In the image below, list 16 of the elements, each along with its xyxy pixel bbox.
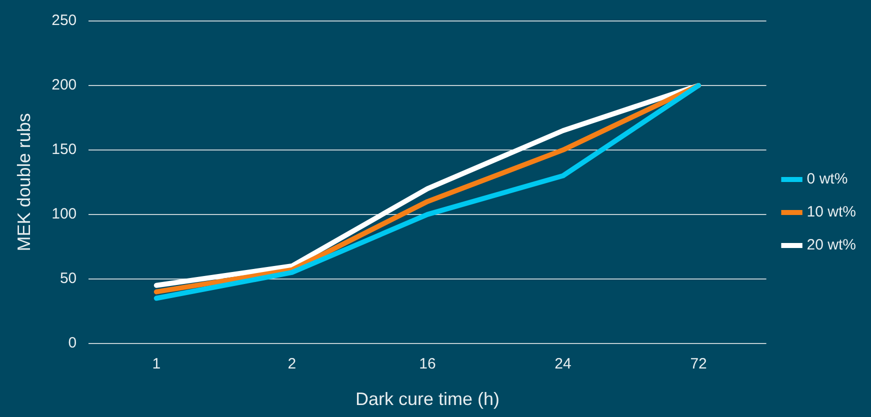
x-tick-label: 2 (288, 356, 296, 373)
x-tick-label: 24 (554, 356, 572, 373)
y-tick-label: 150 (52, 141, 77, 158)
x-tick-label: 16 (419, 356, 436, 373)
y-tick-label: 200 (52, 76, 77, 94)
y-tick-label: 0 (68, 334, 77, 352)
legend-label: 20 wt% (806, 236, 856, 254)
y-tick-label: 100 (52, 206, 77, 223)
legend-label: 0 wt% (806, 170, 848, 188)
y-tick-label: 250 (52, 12, 77, 30)
y-axis-title: MEK double rubs (14, 113, 34, 252)
legend-label: 10 wt% (806, 204, 856, 221)
x-tick-label: 1 (152, 356, 161, 373)
x-axis-title: Dark cure time (h) (355, 389, 500, 410)
x-tick-label: 72 (690, 356, 707, 373)
y-tick-label: 50 (60, 270, 77, 288)
